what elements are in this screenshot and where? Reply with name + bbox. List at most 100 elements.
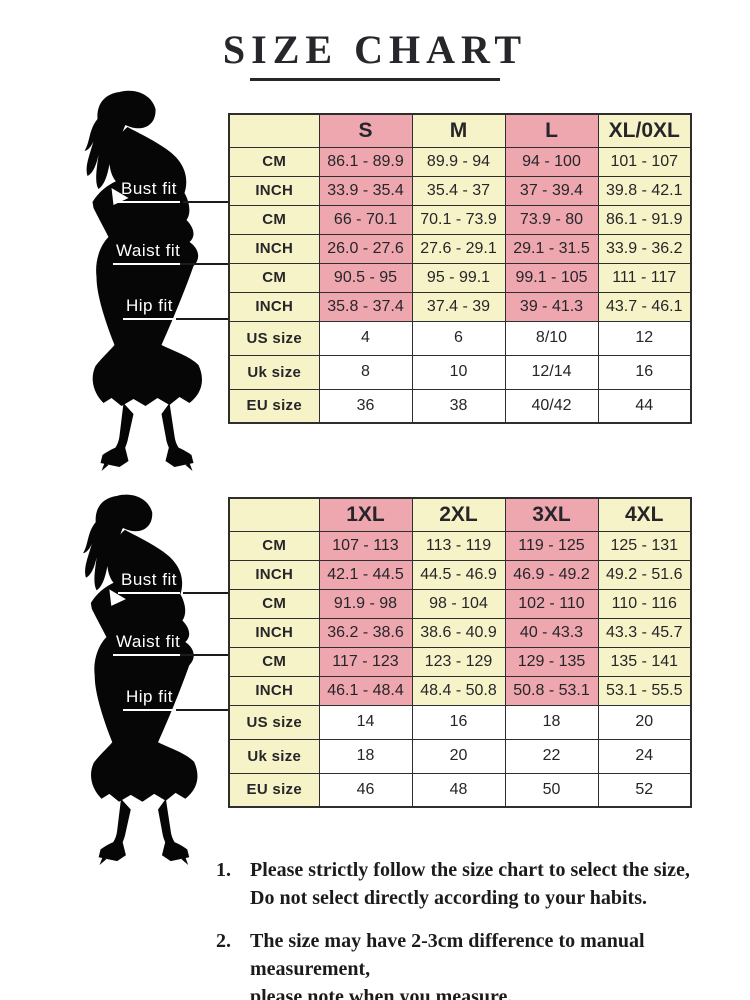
value-cell: 22 (504, 738, 599, 774)
size-header-cell: 1XL (318, 497, 413, 532)
value-cell: 110 - 116 (597, 588, 692, 619)
title-wrap: SIZE CHART (0, 26, 750, 81)
table-row: Uk size 8 10 12/14 16 (228, 354, 692, 390)
value-cell: 46.1 - 48.4 (318, 675, 413, 706)
value-cell: 16 (597, 354, 692, 390)
value-cell: 40 - 43.3 (504, 617, 599, 648)
waist-leader-line-2 (180, 654, 228, 656)
value-cell: 46 (318, 772, 413, 808)
row-label-cell: EU size (228, 772, 320, 808)
value-cell: 48.4 - 50.8 (411, 675, 506, 706)
size-header-row: S M L XL/0XL (228, 113, 692, 148)
size-header-cell: 3XL (504, 497, 599, 532)
value-cell: 24 (597, 738, 692, 774)
value-cell: 49.2 - 51.6 (597, 559, 692, 590)
bust-leader-line-2 (183, 592, 228, 594)
hip-fit-label-2: Hip fit (123, 687, 176, 711)
value-cell: 36 (318, 388, 413, 424)
value-cell: 52 (597, 772, 692, 808)
value-cell: 86.1 - 91.9 (597, 204, 692, 235)
value-cell: 86.1 - 89.9 (318, 146, 413, 177)
value-cell: 8 (318, 354, 413, 390)
table-row: US size 4 6 8/10 12 (228, 320, 692, 356)
size-header-row: 1XL 2XL 3XL 4XL (228, 497, 692, 532)
row-label-cell: INCH (228, 291, 320, 322)
table-row: CM 66 - 70.1 70.1 - 73.9 73.9 - 80 86.1 - 91… (228, 204, 692, 235)
table-row: CM 86.1 - 89.9 89.9 - 94 94 - 100 101 - 107 (228, 146, 692, 177)
row-label-cell: US size (228, 320, 320, 356)
row-label-cell: US size (228, 704, 320, 740)
row-label-cell: CM (228, 204, 320, 235)
value-cell: 38.6 - 40.9 (411, 617, 506, 648)
value-cell: 42.1 - 44.5 (318, 559, 413, 590)
hip-leader-line-1 (176, 318, 228, 320)
table-row: INCH 36.2 - 38.6 38.6 - 40.9 40 - 43.3 43.3 … (228, 617, 692, 648)
waist-leader-line-1 (180, 263, 228, 265)
size-header-cell: 2XL (411, 497, 506, 532)
value-cell: 129 - 135 (504, 646, 599, 677)
table-row: INCH 26.0 - 27.6 27.6 - 29.1 29.1 - 31.5 33.… (228, 233, 692, 264)
value-cell: 98 - 104 (411, 588, 506, 619)
value-cell: 37.4 - 39 (411, 291, 506, 322)
value-cell: 27.6 - 29.1 (411, 233, 506, 264)
value-cell: 18 (318, 738, 413, 774)
waist-fit-label-2: Waist fit (113, 632, 184, 656)
row-label-cell: CM (228, 530, 320, 561)
value-cell: 37 - 39.4 (504, 175, 599, 206)
footer-notes: 1. Please strictly follow the size chart… (216, 856, 744, 1000)
note-2: 2. The size may have 2-3cm difference to… (216, 927, 744, 1000)
table-row: EU size 46 48 50 52 (228, 772, 692, 808)
value-cell: 107 - 113 (318, 530, 413, 561)
value-cell: 43.3 - 45.7 (597, 617, 692, 648)
value-cell: 102 - 110 (504, 588, 599, 619)
row-label-cell: EU size (228, 388, 320, 424)
bust-leader-line-1 (183, 201, 228, 203)
value-cell: 101 - 107 (597, 146, 692, 177)
value-cell: 16 (411, 704, 506, 740)
row-label-cell: CM (228, 646, 320, 677)
row-label-cell: CM (228, 146, 320, 177)
value-cell: 46.9 - 49.2 (504, 559, 599, 590)
value-cell: 36.2 - 38.6 (318, 617, 413, 648)
value-cell: 8/10 (504, 320, 599, 356)
row-label-cell: INCH (228, 675, 320, 706)
table-row: INCH 46.1 - 48.4 48.4 - 50.8 50.8 - 53.1 53.… (228, 675, 692, 706)
value-cell: 39.8 - 42.1 (597, 175, 692, 206)
table-row: INCH 42.1 - 44.5 44.5 - 46.9 46.9 - 49.2 49.… (228, 559, 692, 590)
value-cell: 33.9 - 35.4 (318, 175, 413, 206)
value-cell: 40/42 (504, 388, 599, 424)
value-cell: 39 - 41.3 (504, 291, 599, 322)
hip-fit-label-1: Hip fit (123, 296, 176, 320)
value-cell: 117 - 123 (318, 646, 413, 677)
note-1-number: 1. (216, 859, 231, 881)
value-cell: 12 (597, 320, 692, 356)
value-cell: 73.9 - 80 (504, 204, 599, 235)
table-row: INCH 33.9 - 35.4 35.4 - 37 37 - 39.4 39.8 - … (228, 175, 692, 206)
value-cell: 6 (411, 320, 506, 356)
page-title: SIZE CHART (222, 27, 528, 72)
value-cell: 89.9 - 94 (411, 146, 506, 177)
note-1: 1. Please strictly follow the size chart… (216, 856, 744, 912)
note-2-number: 2. (216, 930, 231, 952)
value-cell: 20 (597, 704, 692, 740)
row-label-cell: INCH (228, 175, 320, 206)
value-cell: 14 (318, 704, 413, 740)
value-cell: 125 - 131 (597, 530, 692, 561)
value-cell: 33.9 - 36.2 (597, 233, 692, 264)
value-cell: 50.8 - 53.1 (504, 675, 599, 706)
table-row: US size 14 16 18 20 (228, 704, 692, 740)
table-row: CM 91.9 - 98 98 - 104 102 - 110 110 - 116 (228, 588, 692, 619)
table-row: CM 107 - 113 113 - 119 119 - 125 125 - 131 (228, 530, 692, 561)
size-header-cell: S (318, 113, 413, 148)
size-header-cell: M (411, 113, 506, 148)
row-label-cell: INCH (228, 233, 320, 264)
value-cell: 38 (411, 388, 506, 424)
value-cell: 12/14 (504, 354, 599, 390)
woman-silhouette-2 (22, 490, 222, 865)
value-cell: 95 - 99.1 (411, 262, 506, 293)
value-cell: 35.4 - 37 (411, 175, 506, 206)
row-label-cell: CM (228, 588, 320, 619)
row-label-cell: INCH (228, 617, 320, 648)
value-cell: 48 (411, 772, 506, 808)
